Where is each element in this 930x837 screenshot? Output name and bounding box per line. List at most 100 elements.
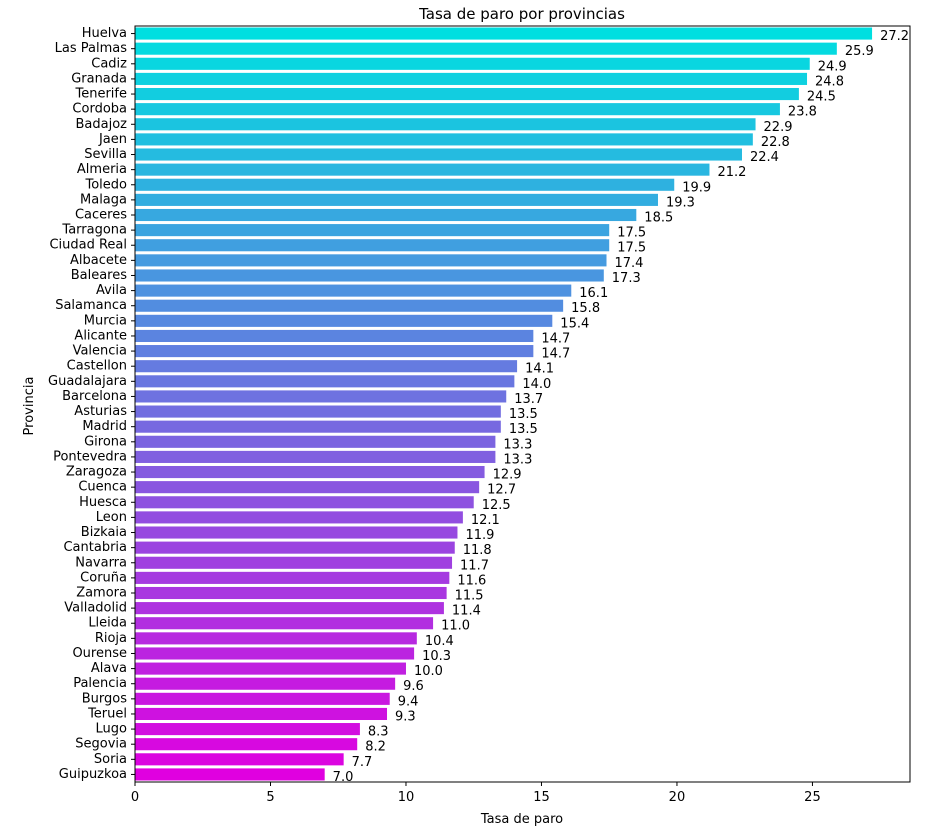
value-label: 13.5 [509, 407, 538, 422]
bar [135, 768, 325, 781]
category-label: Leon [96, 510, 127, 525]
bar [135, 163, 710, 176]
category-label: Madrid [82, 419, 127, 434]
bar [135, 738, 358, 751]
category-label: Coruña [80, 570, 127, 585]
chart-title: Tasa de paro por provincias [418, 5, 625, 23]
bar [135, 692, 390, 705]
category-label: Sevilla [84, 147, 127, 162]
value-label: 11.6 [457, 573, 486, 588]
bar [135, 420, 501, 433]
bar [135, 390, 507, 403]
bar [135, 647, 415, 660]
value-label: 19.9 [682, 180, 711, 195]
y-axis-label: Provincia [22, 377, 37, 436]
category-label: Albacete [70, 253, 127, 268]
bar [135, 193, 658, 206]
category-label: Pontevedra [53, 449, 127, 464]
bar [135, 556, 453, 569]
value-label: 12.5 [482, 498, 511, 513]
category-label: Baleares [71, 268, 128, 283]
value-label: 8.3 [368, 725, 389, 740]
bar [135, 224, 610, 237]
value-label: 11.9 [465, 528, 494, 543]
value-label: 14.1 [525, 362, 554, 377]
category-label: Lleida [88, 616, 127, 631]
value-label: 12.1 [471, 513, 500, 528]
bar [135, 586, 447, 600]
value-labels: 27.2 25.924.924.824.523.822.922.822.4 21.2… [333, 29, 909, 785]
value-label: 14.7 [541, 331, 570, 346]
bar [135, 723, 360, 736]
x-tick-label: 5 [266, 790, 274, 805]
bar [135, 602, 444, 615]
bar [135, 27, 873, 40]
category-label: Avila [96, 283, 127, 298]
bar [135, 405, 501, 418]
category-label: Alava [91, 661, 127, 676]
value-label: 11.8 [463, 543, 492, 558]
x-tick-label: 0 [131, 790, 139, 805]
value-label: 7.0 [333, 770, 354, 785]
bar [135, 345, 534, 358]
bar [135, 511, 463, 524]
category-label: Jaen [98, 132, 127, 147]
bar [135, 450, 496, 463]
category-label: Las Palmas [55, 41, 128, 56]
value-label: 10.4 [425, 634, 454, 649]
value-label: 11.4 [452, 604, 481, 619]
x-tick-label: 15 [533, 790, 550, 805]
category-label: Cordoba [72, 102, 127, 117]
category-label: Salamanca [55, 298, 127, 313]
x-axis-label: Tasa de paro [480, 812, 563, 827]
category-label: Burgos [82, 691, 127, 706]
category-label: Murcia [84, 313, 127, 328]
value-label: 11.5 [455, 589, 484, 604]
category-label: Toledo [84, 177, 127, 192]
value-label: 24.5 [807, 90, 836, 105]
category-label: Navarra [75, 555, 127, 570]
value-label: 12.9 [493, 468, 522, 483]
category-label: Cuenca [78, 480, 127, 495]
category-label: Ourense [72, 646, 127, 661]
category-label: Caceres [75, 208, 127, 223]
category-label: Granada [71, 71, 127, 86]
bar [135, 314, 553, 327]
plot-frame [134, 25, 911, 783]
bar [135, 208, 637, 222]
value-label: 15.8 [571, 301, 600, 316]
category-label: Zaragoza [66, 465, 127, 480]
bar [135, 496, 474, 509]
x-axis-ticks: 0 5 10 15 20 25 [131, 782, 821, 805]
value-label: 11.7 [460, 558, 489, 573]
value-label: 17.3 [612, 271, 641, 286]
bar [135, 677, 396, 690]
category-label: Girona [84, 434, 127, 449]
value-label: 15.4 [560, 316, 589, 331]
category-label: Tarragona [61, 223, 127, 238]
bar [135, 299, 564, 312]
bar [135, 662, 406, 675]
category-label: Segovia [75, 737, 127, 752]
x-tick-label: 25 [804, 790, 821, 805]
value-label: 17.4 [615, 256, 644, 271]
value-label: 12.7 [487, 483, 516, 498]
category-label: Zamora [76, 586, 127, 601]
value-label: 19.3 [666, 195, 695, 210]
bar [135, 133, 753, 146]
bar [135, 707, 388, 721]
category-label: Castellon [67, 359, 127, 374]
category-label: Guadalajara [48, 374, 127, 389]
category-label: Soria [94, 752, 127, 767]
value-label: 22.9 [764, 120, 793, 135]
category-label: Barcelona [62, 389, 127, 404]
category-label: Asturias [74, 404, 127, 419]
value-label: 7.7 [352, 755, 373, 770]
bar [135, 571, 450, 584]
bar [135, 87, 799, 101]
bar [135, 329, 534, 343]
value-label: 17.5 [617, 226, 646, 241]
bar [135, 753, 344, 766]
